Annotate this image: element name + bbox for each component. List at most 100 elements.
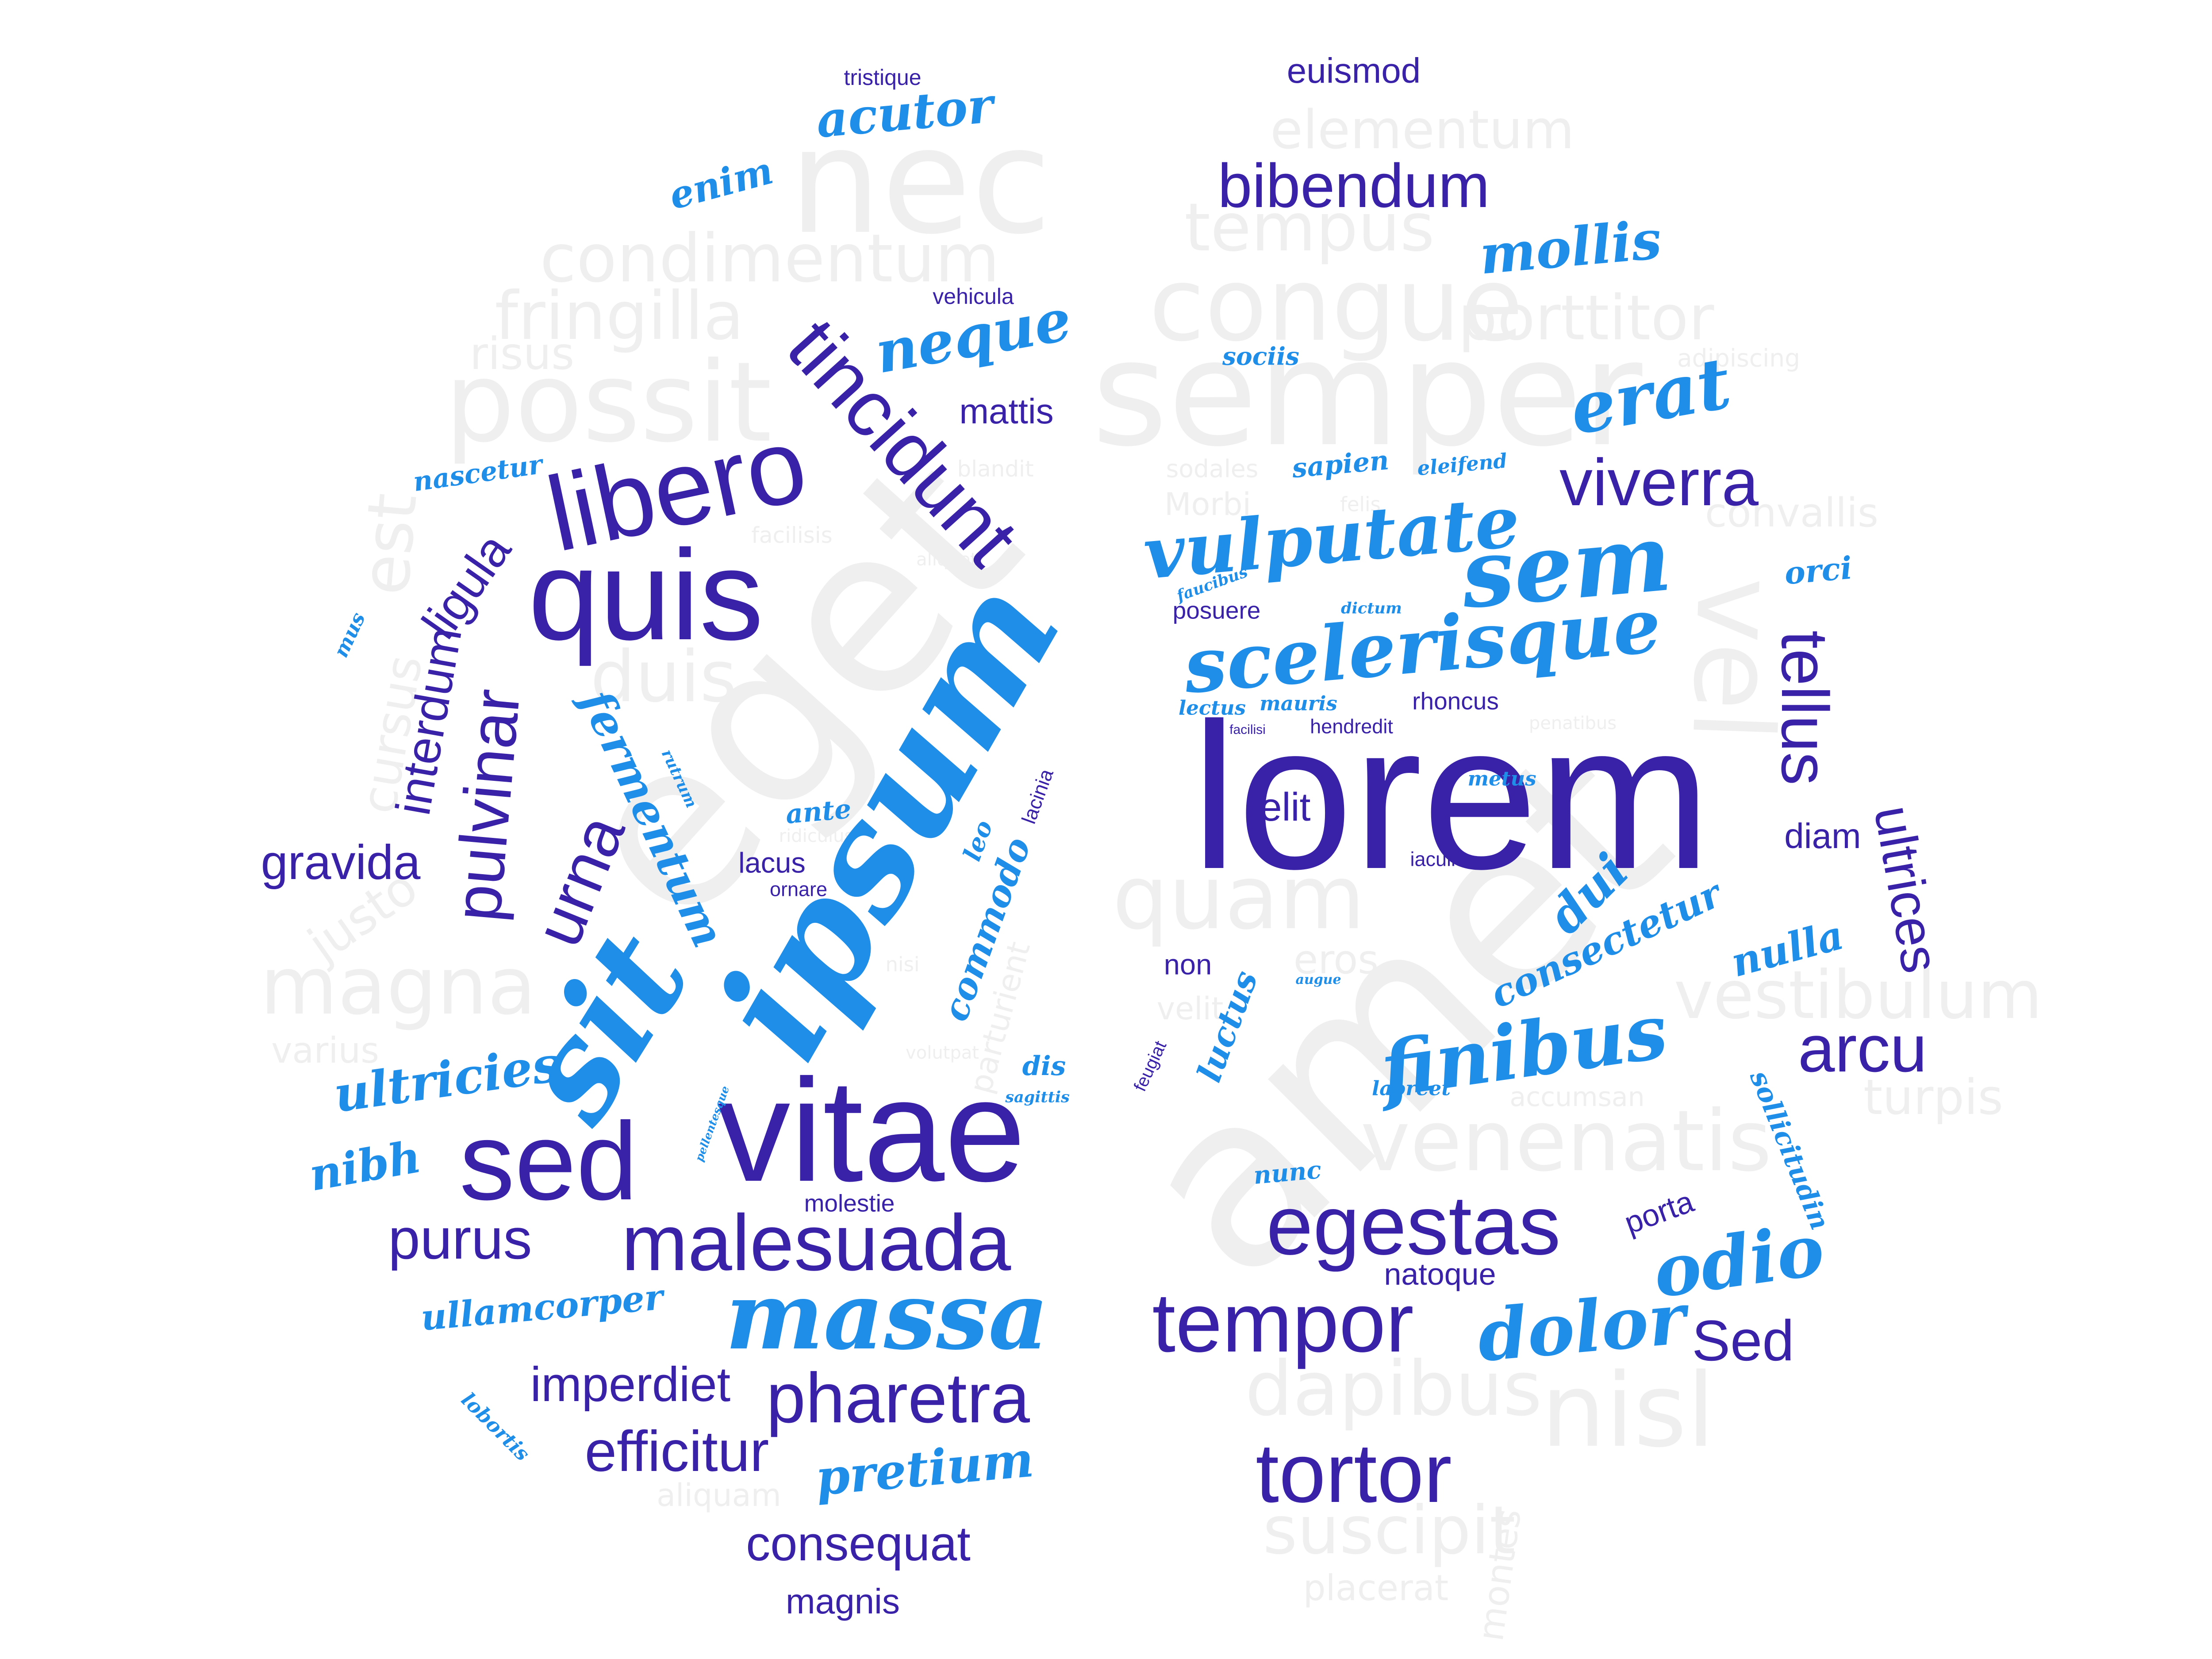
word-nascetur: nascetur xyxy=(411,449,545,498)
word-molestie: molestie xyxy=(804,1189,895,1217)
word-ridiculus: ridiculus xyxy=(779,826,854,846)
word-facilisis: facilisis xyxy=(751,522,833,548)
word-facilisi: facilisi xyxy=(1229,722,1266,737)
word-consequat: consequat xyxy=(746,1517,971,1571)
word-magnis: magnis xyxy=(786,1582,900,1621)
word-accumsan: accumsan xyxy=(1509,1082,1645,1113)
word-mus: mus xyxy=(329,608,370,661)
word-velit: velit xyxy=(1156,991,1224,1027)
word-euismod: euismod xyxy=(1286,51,1421,90)
word-mattis: mattis xyxy=(959,392,1054,431)
word-tortor: tortor xyxy=(1256,1426,1452,1520)
word-condimentum: condimentum xyxy=(540,220,1000,297)
word-elit: elit xyxy=(1260,785,1311,830)
word-pharetra: pharetra xyxy=(766,1358,1030,1437)
word-tristique: tristique xyxy=(844,65,922,90)
word-bibendum: bibendum xyxy=(1217,151,1490,220)
word-risus: risus xyxy=(469,328,575,380)
word-pulvinar: pulvinar xyxy=(439,686,534,924)
word-laoreet: laoreet xyxy=(1371,1076,1451,1100)
word-aliquet: aliquet xyxy=(916,549,977,570)
word-ante: ante xyxy=(784,793,853,830)
word-sagittis: sagittis xyxy=(1005,1088,1070,1106)
word-felis: felis xyxy=(1340,492,1381,516)
word-sapien: sapien xyxy=(1290,445,1390,484)
word-gravida: gravida xyxy=(261,835,421,890)
word-porttitor: porttitor xyxy=(1458,282,1714,354)
word-possit: possit xyxy=(445,338,772,467)
word-malesuada: malesuada xyxy=(621,1198,1011,1287)
word-rhoncus: rhoncus xyxy=(1412,687,1499,715)
word-penatibus: penatibus xyxy=(1528,713,1617,733)
word-dolor: dolor xyxy=(1474,1276,1689,1378)
word-egestas: egestas xyxy=(1266,1179,1561,1272)
word-metus: metus xyxy=(1467,767,1536,791)
word-convallis: convallis xyxy=(1705,490,1878,536)
word-tellus: tellus xyxy=(1768,630,1842,786)
word-nunc: nunc xyxy=(1252,1155,1323,1190)
word-nec: nec xyxy=(789,96,1052,266)
word-arcu: arcu xyxy=(1798,1011,1927,1086)
word-vestibulum: vestibulum xyxy=(1674,957,2043,1034)
word-blandit: blandit xyxy=(957,456,1034,482)
word-dis: dis xyxy=(1022,1051,1066,1082)
word-congue: congue xyxy=(1148,246,1524,364)
word-volutpat: volutpat xyxy=(906,1043,979,1063)
word-purus: purus xyxy=(388,1206,532,1271)
word-turpis: turpis xyxy=(1863,1069,2003,1125)
word-suscipit: suscipit xyxy=(1263,1492,1516,1569)
word-semper: semper xyxy=(1091,309,1643,479)
word-dictum: dictum xyxy=(1341,599,1402,618)
word-mauris: mauris xyxy=(1260,691,1337,715)
word-diam: diam xyxy=(1784,816,1861,856)
word-pretium: pretium xyxy=(813,1430,1036,1507)
word-sed: sed xyxy=(459,1099,638,1223)
word-nisi: nisi xyxy=(885,952,920,976)
word-viverra: viverra xyxy=(1559,445,1759,519)
word-sed: Sed xyxy=(1692,1308,1794,1373)
word-sociis: sociis xyxy=(1222,342,1299,371)
word-lorem: lorem xyxy=(1191,680,1711,912)
word-duis: duis xyxy=(590,635,737,718)
word-sodales: sodales xyxy=(1166,454,1259,483)
word-tempor: tempor xyxy=(1152,1276,1414,1370)
word-posuere: posuere xyxy=(1172,596,1261,624)
word-natoque: natoque xyxy=(1384,1257,1496,1291)
word-elementum: elementum xyxy=(1270,100,1575,161)
word-non: non xyxy=(1164,948,1212,981)
word-dapibus: dapibus xyxy=(1245,1345,1542,1433)
word-varius: varius xyxy=(271,1030,379,1071)
word-lobortis: lobortis xyxy=(457,1388,534,1466)
word-orci: orci xyxy=(1783,549,1854,592)
word-vehicula: vehicula xyxy=(933,284,1014,309)
word-ultrices: ultrices xyxy=(1863,801,1951,977)
word-lacinia: lacinia xyxy=(1017,766,1058,827)
word-lectus: lectus xyxy=(1179,696,1246,720)
word-nibh: nibh xyxy=(305,1130,425,1202)
word-odio: odio xyxy=(1648,1208,1829,1314)
word-aliquam: aliquam xyxy=(657,1477,781,1513)
word-venenatis: venenatis xyxy=(1360,1092,1772,1190)
word-acutor: acutor xyxy=(814,76,996,149)
word-nisl: nisl xyxy=(1541,1352,1715,1470)
word-iaculis: iaculis xyxy=(1410,848,1466,871)
word-fringilla: fringilla xyxy=(495,278,744,355)
word-lacus: lacus xyxy=(738,846,806,879)
word-eros: eros xyxy=(1293,937,1379,983)
word-morbi: Morbi xyxy=(1164,486,1251,522)
word-adipiscing: adipiscing xyxy=(1677,344,1801,373)
word-quis: quis xyxy=(528,523,764,667)
word-ornare: ornare xyxy=(769,878,828,901)
word-neque: neque xyxy=(870,285,1076,387)
word-imperdiet: imperdiet xyxy=(530,1357,731,1412)
word-ullamcorper: ullamcorper xyxy=(419,1276,665,1339)
word-augue: augue xyxy=(1295,972,1341,987)
word-tempus: tempus xyxy=(1184,189,1435,266)
word-mollis: mollis xyxy=(1477,208,1664,287)
word-placerat: placerat xyxy=(1303,1567,1449,1609)
word-vitae: vitae xyxy=(717,1048,1026,1212)
word-est: est xyxy=(346,490,432,598)
word-enim: enim xyxy=(664,148,778,219)
word-massa: massa xyxy=(725,1261,1049,1371)
